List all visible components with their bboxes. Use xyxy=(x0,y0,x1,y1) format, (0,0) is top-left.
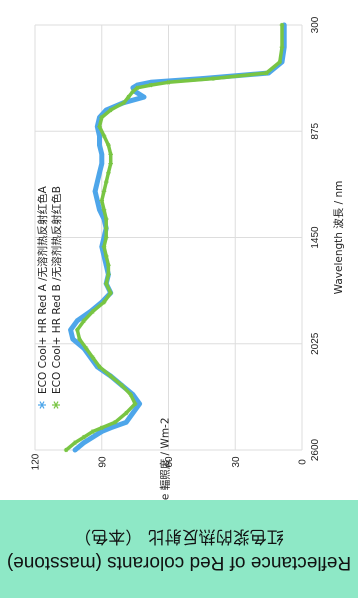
data-point xyxy=(108,373,113,379)
data-point xyxy=(99,425,105,431)
wavelength-tick-label: 300 xyxy=(310,16,321,33)
legend-marker xyxy=(52,401,60,409)
data-point xyxy=(108,161,113,166)
data-point xyxy=(277,59,283,65)
data-point xyxy=(279,44,285,50)
data-point xyxy=(99,429,105,434)
data-point xyxy=(101,244,107,250)
data-point xyxy=(83,346,89,351)
data-point xyxy=(97,124,102,129)
data-point xyxy=(106,262,111,268)
data-point xyxy=(90,309,96,314)
data-point xyxy=(81,440,87,445)
caption-banner: Reflectance of Red colorants (masstone) … xyxy=(0,500,358,598)
caption-chinese: 红色浆的热反射比 （本色） xyxy=(74,526,284,546)
data-point xyxy=(123,410,129,416)
data-point xyxy=(99,152,105,157)
irradiance-tick-label: 90 xyxy=(97,456,108,468)
data-point xyxy=(68,327,73,333)
irradiance-tick-label: 120 xyxy=(31,453,42,470)
data-point xyxy=(77,336,82,342)
data-point xyxy=(74,318,80,323)
data-point xyxy=(108,152,113,157)
data-point xyxy=(112,419,118,425)
data-point xyxy=(123,419,129,425)
data-point xyxy=(121,100,127,105)
data-point xyxy=(119,383,125,388)
data-point xyxy=(103,253,109,259)
legend: ECO Cool+ HR Red A /无溶剂热反射红色A ECO Cool+ H… xyxy=(36,185,63,409)
data-point xyxy=(106,142,111,148)
series-b xyxy=(63,22,285,453)
data-point xyxy=(264,70,269,76)
data-point xyxy=(148,82,153,88)
data-point xyxy=(108,290,113,296)
reflectance-chart: 0 30 60 90 120 300 875 1450 2025 2600 ECO Cool+ … xyxy=(31,16,346,500)
series-layer xyxy=(63,22,287,453)
data-point xyxy=(90,434,96,440)
data-point xyxy=(210,76,216,81)
data-point xyxy=(70,336,76,342)
data-point xyxy=(90,355,96,360)
data-point xyxy=(99,115,105,120)
data-point xyxy=(106,170,111,176)
data-point xyxy=(72,447,78,453)
data-point xyxy=(101,133,107,139)
wavelength-tick-label: 2025 xyxy=(310,332,321,355)
data-point xyxy=(106,272,111,277)
wavelength-tick-label: 1450 xyxy=(310,226,321,249)
grid-lines xyxy=(34,24,303,451)
data-point xyxy=(99,161,105,166)
wavelength-tick-label: 875 xyxy=(310,122,321,139)
irradiance-tick-label: 0 xyxy=(298,459,309,465)
data-point xyxy=(101,189,107,194)
data-point xyxy=(135,85,140,91)
data-point xyxy=(97,142,102,148)
data-point xyxy=(99,198,105,203)
irradiance-tick-label: 30 xyxy=(231,456,242,468)
data-point xyxy=(130,89,136,94)
data-point xyxy=(97,133,102,139)
data-point xyxy=(95,179,100,185)
data-point xyxy=(128,392,133,397)
data-point xyxy=(137,401,142,407)
data-point xyxy=(166,79,171,85)
data-point xyxy=(141,94,147,100)
legend-marker xyxy=(38,401,46,409)
data-point xyxy=(108,107,113,113)
data-point xyxy=(74,327,80,333)
data-point xyxy=(92,189,98,194)
data-point xyxy=(279,22,285,28)
data-point xyxy=(101,299,107,305)
data-point xyxy=(103,216,109,222)
data-point xyxy=(130,410,136,416)
legend-label: ECO Cool+ HR Red A /无溶剂热反射红色A xyxy=(36,185,49,394)
data-point xyxy=(97,207,102,213)
y-axis-title: Irradiance 輻照度 / Wm-2 xyxy=(159,417,172,500)
data-point xyxy=(97,364,102,370)
wavelength-ticks: 300 875 1450 2025 2600 xyxy=(310,16,321,461)
data-point xyxy=(103,225,109,231)
legend-label: ECO Cool+ HR Red B /无溶剂热反射红色B xyxy=(50,186,63,394)
data-point xyxy=(132,401,138,407)
data-point xyxy=(97,170,102,176)
data-point xyxy=(126,94,131,100)
data-point xyxy=(95,198,100,203)
caption-rotated: Reflectance of Red colorants (masstone) … xyxy=(0,500,358,598)
wavelength-tick-label: 2600 xyxy=(310,438,321,461)
data-point xyxy=(63,447,69,453)
data-point xyxy=(103,179,109,185)
irradiance-ticks: 0 30 60 90 120 xyxy=(31,453,309,470)
data-point xyxy=(101,207,107,213)
data-point xyxy=(90,429,96,434)
irradiance-tick-label: 60 xyxy=(164,456,175,468)
x-axis-title: Wavelength 波長 / nm xyxy=(332,181,345,295)
data-point xyxy=(103,235,109,240)
caption-english: Reflectance of Red colorants (masstone) xyxy=(6,552,352,573)
data-point xyxy=(108,425,113,431)
data-point xyxy=(72,440,78,445)
data-point xyxy=(81,434,87,440)
data-point xyxy=(103,281,109,286)
data-point xyxy=(81,318,87,323)
